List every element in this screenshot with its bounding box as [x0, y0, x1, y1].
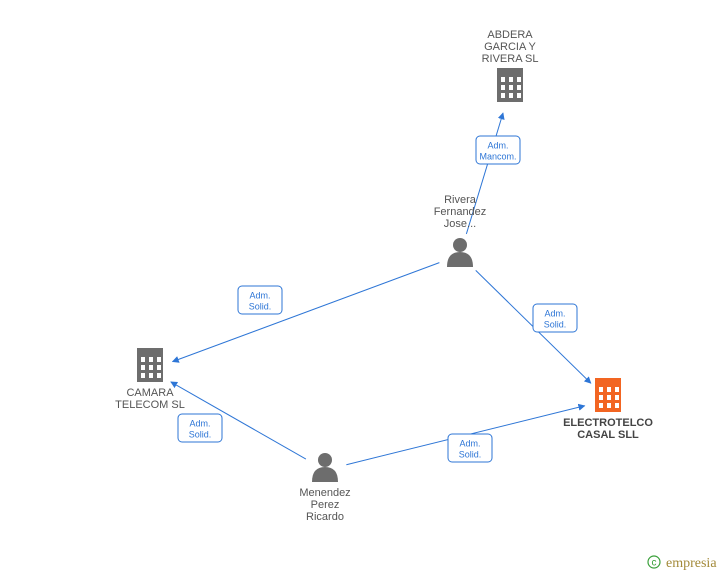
building-icon — [595, 378, 621, 412]
edge-label-rivera-abdera: Adm.Mancom. — [476, 136, 520, 164]
edge-label-menendez-electro: Adm.Solid. — [448, 434, 492, 462]
edges-layer: Adm.Mancom.Adm.Solid.Adm.Solid.Adm.Solid… — [171, 113, 591, 465]
building-icon — [137, 348, 163, 382]
network-diagram: Adm.Mancom.Adm.Solid.Adm.Solid.Adm.Solid… — [0, 0, 728, 575]
node-label: ELECTROTELCO — [563, 417, 653, 429]
watermark: c empresia — [648, 556, 717, 571]
copyright-symbol: c — [652, 558, 657, 569]
watermark-text: empresia — [666, 556, 717, 571]
node-label: Rivera — [444, 194, 477, 206]
edge-label-text: Solid. — [544, 319, 567, 329]
node-label: TELECOM SL — [115, 399, 185, 411]
node-label: Menendez — [299, 487, 350, 499]
building-icon — [497, 68, 523, 102]
node-label: ABDERA — [487, 29, 533, 41]
edge-label-text: Adm. — [459, 438, 480, 448]
edge-label-rivera-camara: Adm.Solid. — [238, 286, 282, 314]
node-label: GARCIA Y — [484, 41, 536, 53]
node-label: CAMARA — [126, 387, 174, 399]
node-label: RIVERA SL — [482, 53, 539, 65]
node-label: Ricardo — [306, 511, 344, 523]
edge-label-text: Solid. — [189, 429, 212, 439]
edge-label-text: Adm. — [544, 308, 565, 318]
node-abdera: ABDERAGARCIA YRIVERA SL — [482, 29, 539, 102]
node-label: CASAL SLL — [577, 429, 639, 441]
nodes-layer: ABDERAGARCIA YRIVERA SL RiveraFernandezJo… — [115, 29, 653, 523]
node-rivera: RiveraFernandezJose... — [434, 194, 487, 267]
edge-label-rivera-electro: Adm.Solid. — [533, 304, 577, 332]
edge-label-text: Mancom. — [479, 151, 516, 161]
edge-label-text: Adm. — [189, 418, 210, 428]
edge-label-text: Solid. — [459, 449, 482, 459]
node-camara: CAMARATELECOM SL — [115, 348, 185, 411]
node-label: Jose... — [444, 218, 476, 230]
node-menendez: MenendezPerezRicardo — [299, 453, 350, 523]
person-icon — [447, 238, 473, 267]
person-icon — [312, 453, 338, 482]
edge-label-text: Adm. — [487, 140, 508, 150]
node-label: Perez — [311, 499, 340, 511]
node-label: Fernandez — [434, 206, 487, 218]
edge-label-text: Solid. — [249, 301, 272, 311]
edge-label-menendez-camara: Adm.Solid. — [178, 414, 222, 442]
edge-rivera-camara — [173, 263, 440, 362]
edge-label-text: Adm. — [249, 290, 270, 300]
node-electro: ELECTROTELCOCASAL SLL — [563, 378, 653, 441]
